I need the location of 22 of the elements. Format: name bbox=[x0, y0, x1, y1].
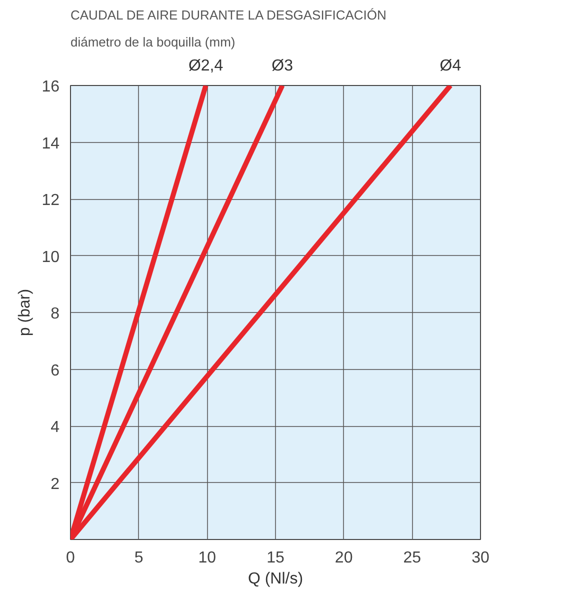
y-tick-label: 16 bbox=[42, 78, 60, 96]
chart-title: CAUDAL DE AIRE DURANTE LA DESGASIFICACIÓN bbox=[70, 8, 386, 22]
y-tick-label: 12 bbox=[42, 192, 60, 209]
x-tick-label: 10 bbox=[198, 550, 216, 566]
x-tick-label: 30 bbox=[472, 550, 490, 566]
y-tick-label: 10 bbox=[42, 248, 60, 266]
x-tick-label: 25 bbox=[403, 550, 422, 566]
y-tick-label: 14 bbox=[42, 135, 60, 152]
y-tick-label: 2 bbox=[50, 476, 60, 493]
x-tick-label: 15 bbox=[266, 550, 284, 566]
y-tick-label: 8 bbox=[50, 306, 60, 322]
x-tick-label: 20 bbox=[334, 550, 353, 566]
x-tick-label: 5 bbox=[134, 550, 144, 566]
x-axis-title: Q (Nl/s) bbox=[248, 570, 304, 588]
chart-subtitle: diámetro de la boquilla (mm) bbox=[70, 34, 236, 50]
y-tick-label: 4 bbox=[50, 419, 60, 436]
x-tick-label: 0 bbox=[66, 550, 76, 566]
y-tick-label: 6 bbox=[50, 362, 60, 380]
y-axis-title: p (bar) bbox=[16, 288, 34, 336]
series-label: Ø2,4 bbox=[188, 58, 224, 74]
series-label: Ø4 bbox=[440, 58, 462, 74]
series-label: Ø3 bbox=[272, 58, 294, 74]
